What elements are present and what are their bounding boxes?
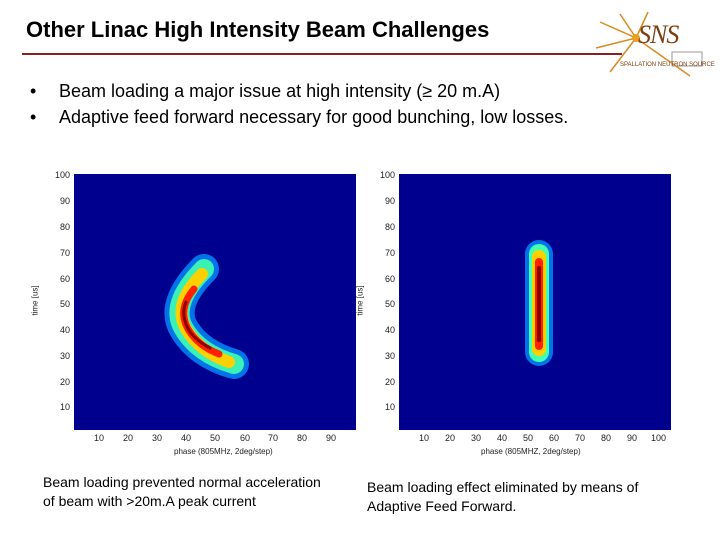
bullet-text: Adaptive feed forward necessary for good… bbox=[59, 107, 569, 127]
y-tick-label: 50 bbox=[60, 299, 71, 309]
y-tick-label: 100 bbox=[380, 170, 396, 180]
bullet-item: • Adaptive feed forward necessary for go… bbox=[30, 104, 568, 130]
y-tick-label: 20 bbox=[385, 377, 396, 387]
x-tick-label: 30 bbox=[152, 433, 163, 443]
left-x-axis-label: phase (805MHz, 2deg/step) bbox=[174, 447, 273, 456]
y-tick-label: 40 bbox=[385, 325, 396, 335]
y-tick-label: 70 bbox=[60, 248, 71, 258]
x-tick-label: 40 bbox=[181, 433, 192, 443]
title-rule bbox=[22, 53, 622, 55]
y-tick-label: 90 bbox=[60, 196, 71, 206]
y-tick-label: 40 bbox=[60, 325, 71, 335]
x-tick-label: 10 bbox=[419, 433, 430, 443]
x-tick-label: 70 bbox=[575, 433, 586, 443]
x-tick-label: 100 bbox=[651, 433, 667, 443]
x-tick-label: 20 bbox=[445, 433, 456, 443]
y-tick-label: 10 bbox=[385, 402, 396, 412]
right-caption: Beam loading effect eliminated by means … bbox=[367, 479, 639, 514]
y-tick-label: 70 bbox=[385, 248, 396, 258]
x-tick-label: 90 bbox=[326, 433, 337, 443]
x-tick-label: 50 bbox=[523, 433, 534, 443]
left-caption: Beam loading prevented normal accelerati… bbox=[43, 474, 321, 509]
y-tick-label: 10 bbox=[60, 402, 71, 412]
y-tick-label: 80 bbox=[60, 222, 71, 232]
x-tick-label: 60 bbox=[240, 433, 251, 443]
y-tick-label: 60 bbox=[60, 274, 71, 284]
bullet-list: • Beam loading a major issue at high int… bbox=[30, 78, 568, 130]
logo-starburst-icon bbox=[595, 12, 703, 77]
y-tick-label: 30 bbox=[385, 351, 396, 361]
sns-logo: SNS SPALLATION NEUTRON SOURCE bbox=[590, 12, 715, 82]
right-x-axis-label: phase (805MHZ, 2deg/step) bbox=[481, 447, 581, 456]
x-tick-label: 30 bbox=[471, 433, 482, 443]
x-tick-label: 60 bbox=[549, 433, 560, 443]
x-tick-label: 80 bbox=[297, 433, 308, 443]
left-y-axis-label: time [us] bbox=[30, 285, 40, 316]
x-tick-label: 70 bbox=[268, 433, 279, 443]
x-tick-label: 20 bbox=[123, 433, 134, 443]
left-plot: 100 90 80 70 60 50 40 30 20 10 10 20 30 … bbox=[30, 168, 360, 458]
bullet-item: • Beam loading a major issue at high int… bbox=[30, 78, 568, 104]
y-tick-label: 30 bbox=[60, 351, 71, 361]
x-tick-label: 50 bbox=[210, 433, 221, 443]
x-tick-label: 40 bbox=[497, 433, 508, 443]
y-tick-label: 50 bbox=[385, 299, 396, 309]
x-tick-label: 80 bbox=[601, 433, 612, 443]
logo-subtext: SPALLATION NEUTRON SOURCE bbox=[620, 62, 715, 68]
right-heatmap bbox=[399, 174, 671, 430]
bullet-icon: • bbox=[30, 81, 37, 101]
slide-title: Other Linac High Intensity Beam Challeng… bbox=[26, 17, 490, 42]
y-tick-label: 20 bbox=[60, 377, 71, 387]
y-tick-label: 80 bbox=[385, 222, 396, 232]
y-tick-label: 60 bbox=[385, 274, 396, 284]
logo-text: SNS bbox=[638, 20, 679, 49]
right-plot: 100 90 80 70 60 50 40 30 20 10 10 20 30 … bbox=[355, 168, 685, 458]
y-tick-label: 100 bbox=[55, 170, 71, 180]
right-y-axis-label: time [us] bbox=[355, 285, 365, 316]
y-tick-label: 90 bbox=[385, 196, 396, 206]
x-tick-label: 10 bbox=[94, 433, 105, 443]
bullet-icon: • bbox=[30, 107, 37, 127]
left-heatmap bbox=[74, 174, 356, 430]
bullet-text: Beam loading a major issue at high inten… bbox=[59, 81, 501, 101]
x-tick-label: 90 bbox=[627, 433, 638, 443]
